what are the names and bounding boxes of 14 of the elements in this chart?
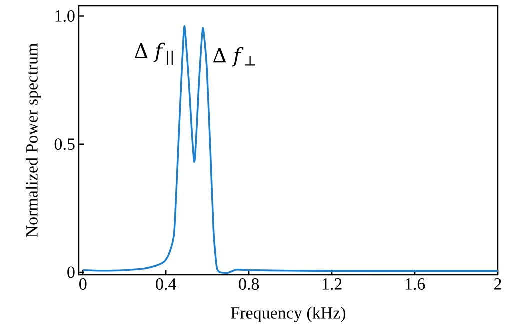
line-series xyxy=(82,26,498,274)
x-tick-label: 2 xyxy=(494,278,502,290)
y-tick-label: 0 xyxy=(68,266,75,278)
y-axis-title: Normalized Power spectrum xyxy=(26,44,42,238)
annotation: Δ f$_{||}$ xyxy=(134,42,173,65)
x-tick-label: 0 xyxy=(80,278,87,290)
x-tick-label: 1.6 xyxy=(406,278,426,290)
y-tick-label: 1.0 xyxy=(56,10,75,22)
x-tick-label: 0.4 xyxy=(156,278,176,290)
annotation: Δ f$_{⊥}$ xyxy=(213,47,256,67)
y-tick-label: 0.5 xyxy=(54,138,75,150)
x-tick-label: 0.8 xyxy=(239,278,260,290)
x-tick-label: 1.2 xyxy=(322,278,342,290)
x-axis-title: Frequency (kHz) xyxy=(231,306,346,322)
